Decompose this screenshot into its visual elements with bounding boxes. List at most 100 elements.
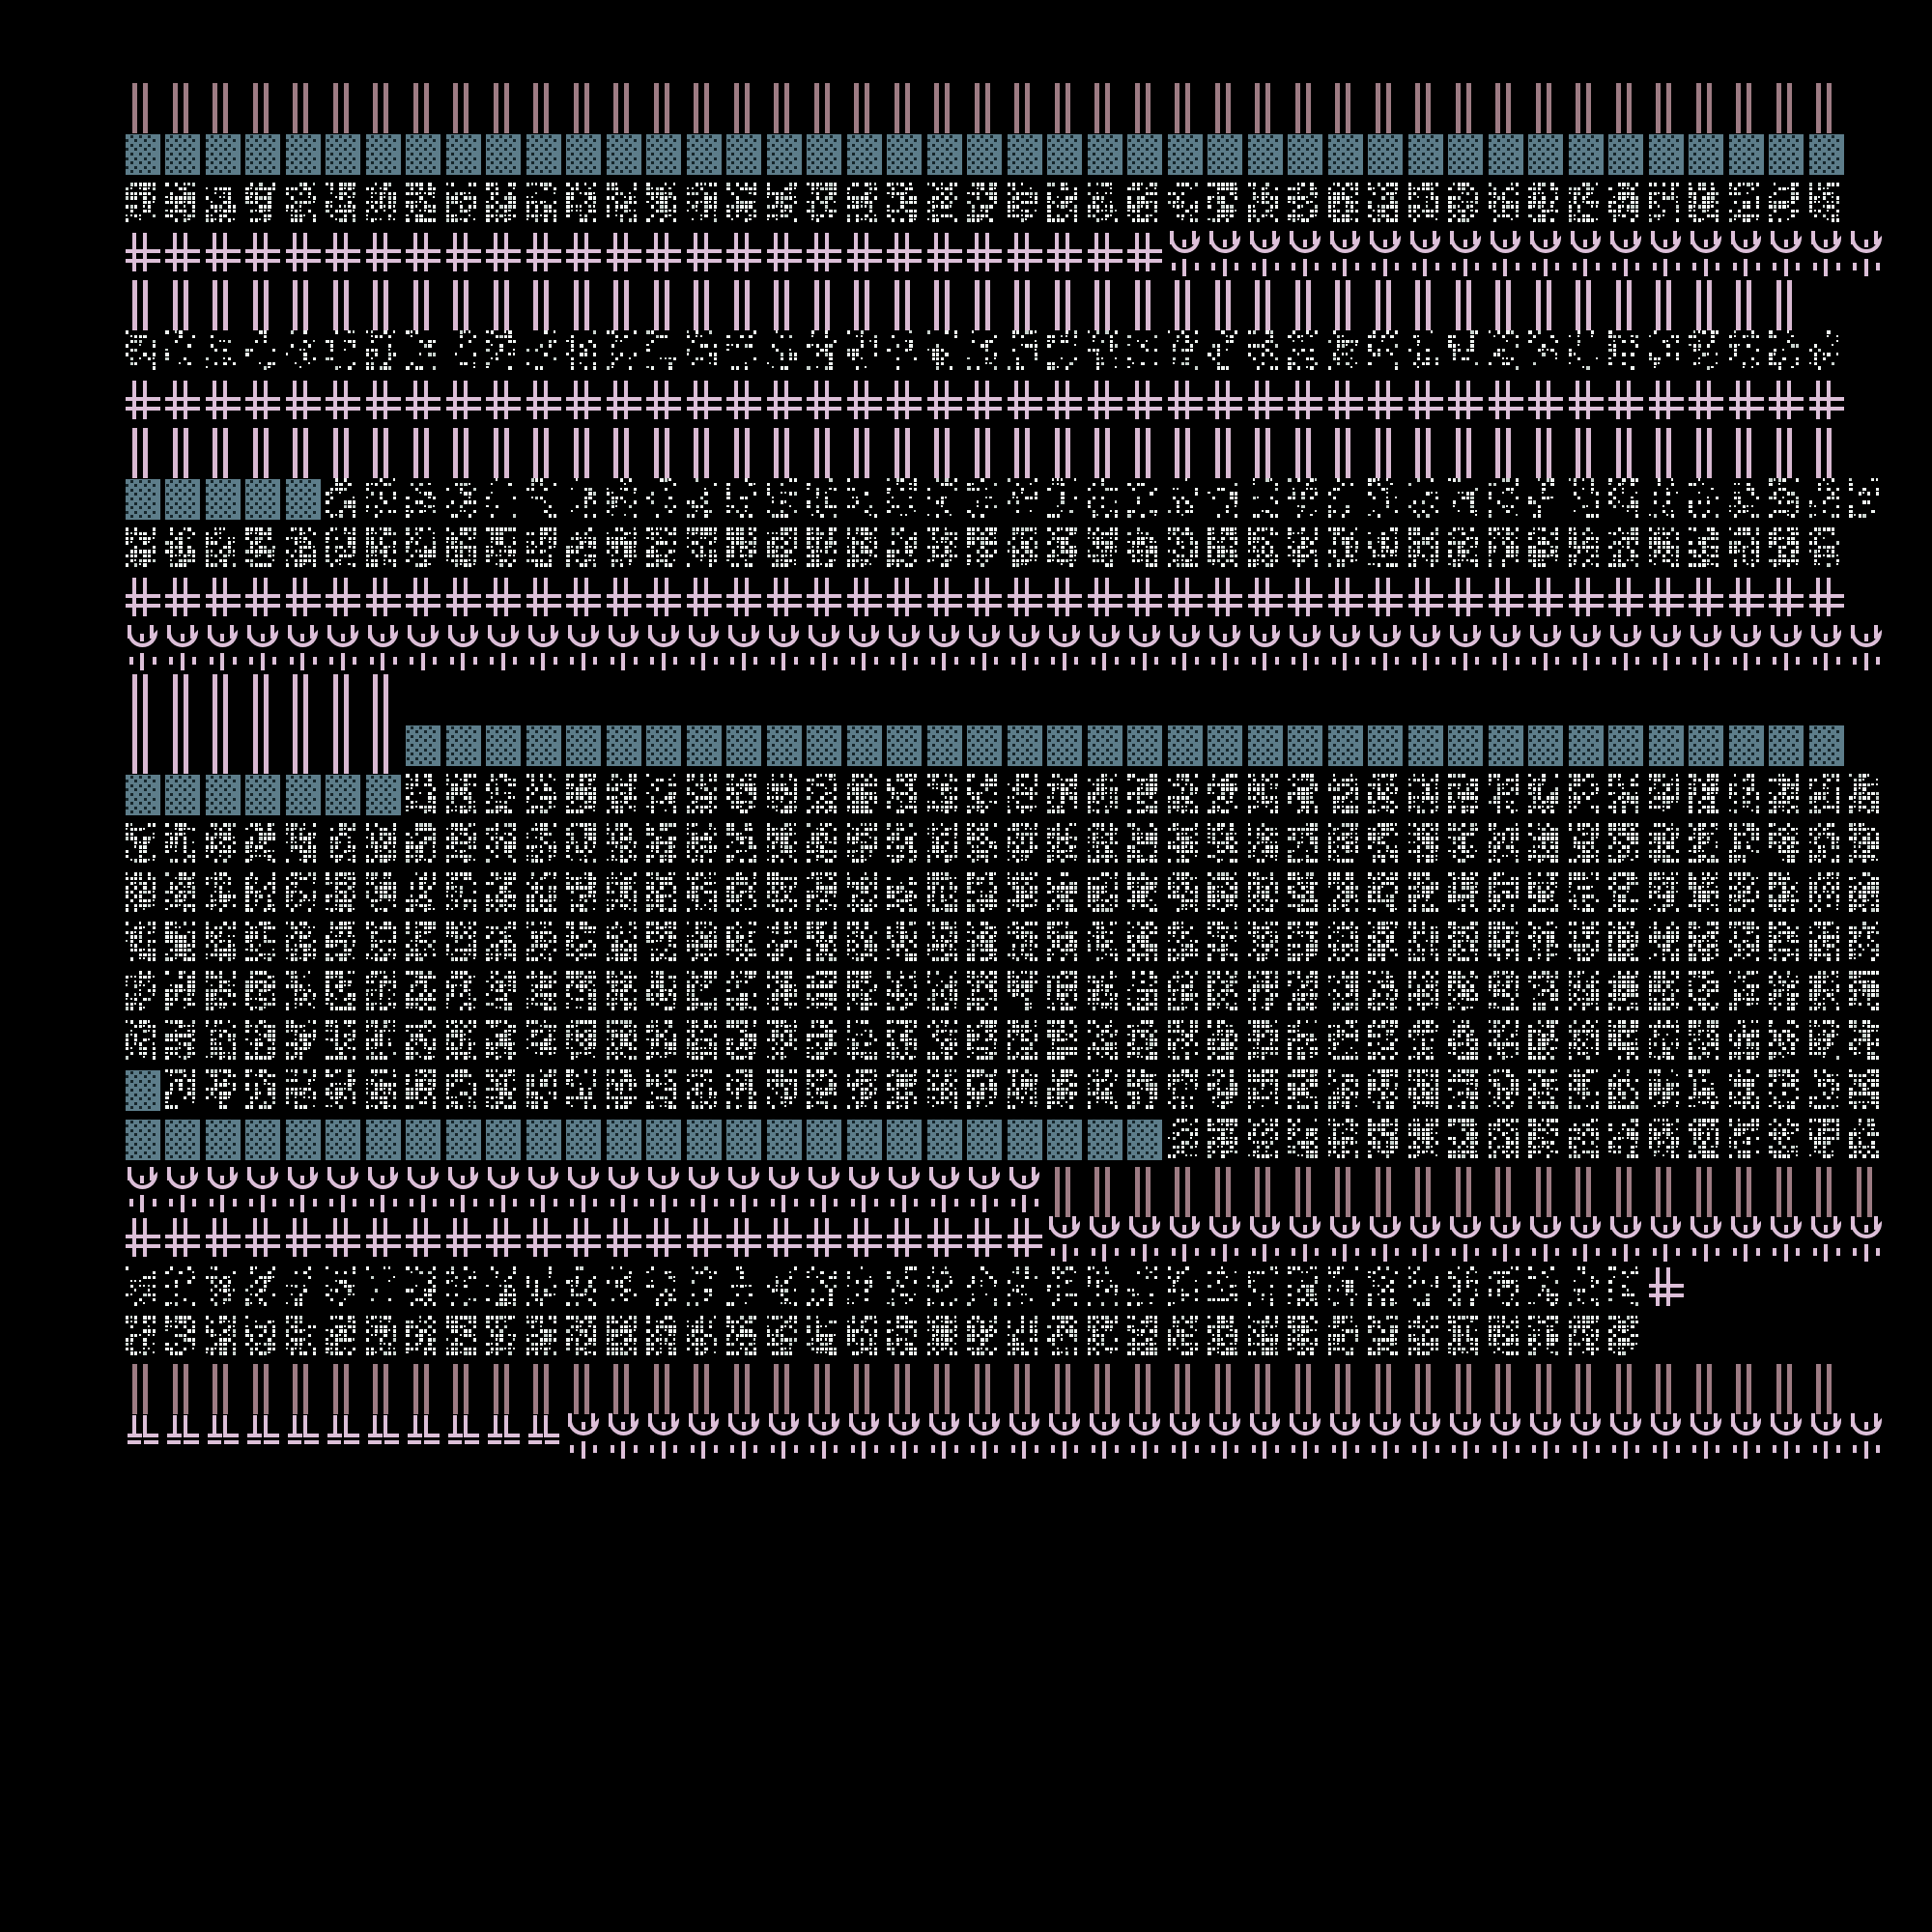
- twin-vertical-stem-mauve: [1528, 83, 1563, 135]
- u-fork-glyph: [1448, 1216, 1483, 1268]
- sparse-dot-block: [607, 1265, 641, 1318]
- double-cross-glyph: [687, 1216, 722, 1268]
- bright-dot-block: [286, 182, 321, 234]
- bright-dot-block: [566, 822, 601, 874]
- u-fork-glyph: [1208, 1413, 1242, 1465]
- double-cross-glyph: [726, 576, 761, 628]
- steel-checker-block: [206, 477, 241, 529]
- steel-checker-block: [1328, 132, 1363, 185]
- sparse-dot-block: [566, 329, 601, 382]
- twin-vertical-stem-mauve: [1569, 83, 1604, 135]
- bright-dot-block: [1408, 526, 1443, 579]
- u-fork-glyph: [847, 1167, 882, 1219]
- bright-dot-block: [1248, 1118, 1283, 1170]
- bright-dot-block: [847, 182, 882, 234]
- bright-dot-block: [526, 822, 561, 874]
- twin-vertical-stem-pink: [1448, 428, 1483, 480]
- twin-vertical-stem-mauve: [1448, 83, 1483, 135]
- bright-dot-block: [1729, 773, 1764, 825]
- bright-dot-block: [406, 1019, 440, 1071]
- u-fork-glyph: [1769, 1216, 1804, 1268]
- double-cross-glyph: [1127, 379, 1162, 431]
- steel-checker-block: [767, 724, 802, 776]
- u-fork-glyph: [1569, 1216, 1604, 1268]
- bright-dot-block: [486, 773, 521, 825]
- bright-dot-block: [1168, 526, 1203, 579]
- double-cross-glyph: [1047, 379, 1082, 431]
- twin-vertical-stem-pink: [206, 724, 241, 776]
- bright-dot-block: [286, 526, 321, 579]
- twin-vertical-stem-pink: [1729, 280, 1764, 332]
- sparse-dot-block: [1127, 477, 1162, 529]
- twin-vertical-stem-mauve: [1047, 1167, 1082, 1219]
- bright-dot-block: [126, 1315, 160, 1367]
- steel-checker-block: [1408, 132, 1443, 185]
- bright-dot-block: [286, 1019, 321, 1071]
- double-cross-glyph: [165, 379, 200, 431]
- sparse-dot-block: [1489, 1265, 1523, 1318]
- u-fork-glyph: [607, 1413, 641, 1465]
- bright-dot-block: [366, 182, 401, 234]
- bright-dot-block: [206, 1019, 241, 1071]
- bright-dot-block: [526, 182, 561, 234]
- bright-dot-block: [967, 773, 1002, 825]
- u-fork-glyph: [1528, 231, 1563, 283]
- steel-checker-block: [1769, 724, 1804, 776]
- double-cross-glyph: [1408, 576, 1443, 628]
- bright-dot-block: [1208, 773, 1242, 825]
- bright-dot-block: [1288, 921, 1322, 973]
- bright-dot-block: [1769, 182, 1804, 234]
- u-fork-glyph: [1408, 1413, 1443, 1465]
- twin-vertical-stem-mauve: [1608, 1364, 1643, 1416]
- twin-vertical-stem-pink: [607, 280, 641, 332]
- bright-dot-block: [1489, 921, 1523, 973]
- bright-dot-block: [1849, 871, 1884, 923]
- sparse-dot-block: [486, 329, 521, 382]
- bright-dot-block: [1288, 871, 1322, 923]
- bright-dot-block: [1328, 1068, 1363, 1121]
- sparse-dot-block: [967, 477, 1002, 529]
- steel-checker-block: [726, 1118, 761, 1170]
- bright-dot-block: [927, 182, 962, 234]
- bright-dot-block: [1168, 1019, 1203, 1071]
- stem-foot-glyph: [486, 1413, 521, 1465]
- stem-foot-glyph: [126, 1413, 160, 1465]
- twin-vertical-stem-mauve: [1408, 83, 1443, 135]
- steel-checker-block: [1649, 724, 1684, 776]
- bright-dot-block: [1328, 1118, 1363, 1170]
- twin-vertical-stem-pink: [486, 428, 521, 480]
- twin-vertical-stem-pink: [1569, 428, 1604, 480]
- u-fork-glyph: [767, 625, 802, 677]
- double-cross-glyph: [1328, 379, 1363, 431]
- u-fork-glyph: [1608, 1216, 1643, 1268]
- sparse-dot-block: [406, 1265, 440, 1318]
- twin-vertical-stem-pink: [1127, 428, 1162, 480]
- u-fork-glyph: [206, 1167, 241, 1219]
- double-cross-glyph: [1608, 379, 1643, 431]
- bright-dot-block: [967, 526, 1002, 579]
- sparse-dot-block: [807, 1265, 841, 1318]
- bright-dot-block: [1168, 871, 1203, 923]
- sparse-dot-block: [446, 1265, 481, 1318]
- bright-dot-block: [1569, 1315, 1604, 1367]
- bright-dot-block: [1208, 871, 1242, 923]
- bright-dot-block: [1408, 822, 1443, 874]
- u-fork-glyph: [1288, 625, 1322, 677]
- double-cross-glyph: [486, 1216, 521, 1268]
- bright-dot-block: [1368, 526, 1403, 579]
- twin-vertical-stem-mauve: [1168, 1364, 1203, 1416]
- bright-dot-block: [1288, 1019, 1322, 1071]
- double-cross-glyph: [326, 576, 360, 628]
- bright-dot-block: [607, 921, 641, 973]
- u-fork-glyph: [847, 625, 882, 677]
- twin-vertical-stem-mauve: [1328, 83, 1363, 135]
- bright-dot-block: [767, 871, 802, 923]
- double-cross-glyph: [366, 231, 401, 283]
- u-fork-glyph: [1248, 625, 1283, 677]
- bright-dot-block: [847, 526, 882, 579]
- bright-dot-block: [1569, 1118, 1604, 1170]
- twin-vertical-stem-mauve: [1448, 1167, 1483, 1219]
- twin-vertical-stem-pink: [927, 428, 962, 480]
- twin-vertical-stem-mauve: [646, 83, 681, 135]
- bright-dot-block: [1328, 526, 1363, 579]
